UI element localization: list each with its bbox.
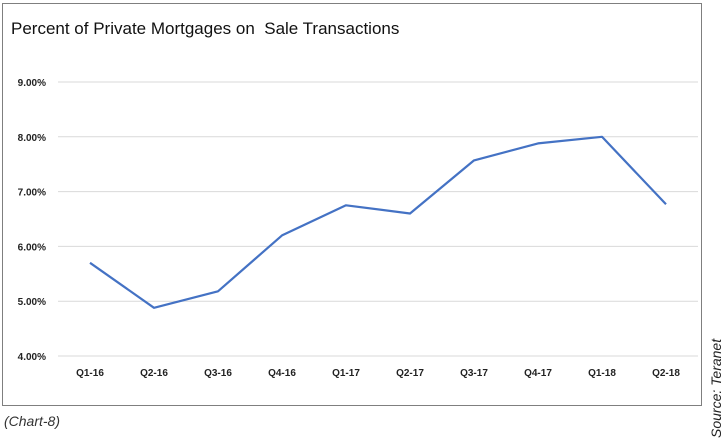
chart-caption: (Chart-8) [4, 413, 61, 429]
chart-frame [2, 3, 702, 406]
x-tick-label: Q2-17 [396, 368, 424, 379]
y-tick-label: 4.00% [18, 352, 46, 363]
series-line [89, 135, 667, 309]
x-tick-label: Q3-16 [204, 368, 232, 379]
chart-title: Percent of Private Mortgages on Sale Tra… [11, 19, 400, 38]
x-tick-label: Q2-16 [140, 368, 168, 379]
y-tick-label: 6.00% [18, 242, 46, 253]
y-axis-ticks: 4.00% 5.00% 6.00% 7.00% 8.00% 9.00% [18, 78, 46, 363]
source-note: Source: Teranet [708, 338, 724, 438]
x-tick-label: Q1-18 [588, 368, 616, 379]
x-tick-label: Q3-17 [460, 368, 488, 379]
y-tick-label: 7.00% [18, 188, 46, 199]
y-tick-label: 5.00% [18, 297, 46, 308]
x-tick-label: Q1-16 [76, 368, 104, 379]
y-tick-label: 8.00% [18, 133, 46, 144]
x-tick-label: Q4-17 [524, 368, 552, 379]
x-tick-label: Q1-17 [332, 368, 360, 379]
grid-lines [58, 81, 698, 357]
x-tick-label: Q4-16 [268, 368, 296, 379]
x-tick-label: Q2-18 [652, 368, 680, 379]
y-tick-label: 9.00% [18, 78, 46, 89]
x-axis-ticks: Q1-16 Q2-16 Q3-16 Q4-16 Q1-17 Q2-17 Q3-17 Q4-17… [76, 368, 680, 379]
